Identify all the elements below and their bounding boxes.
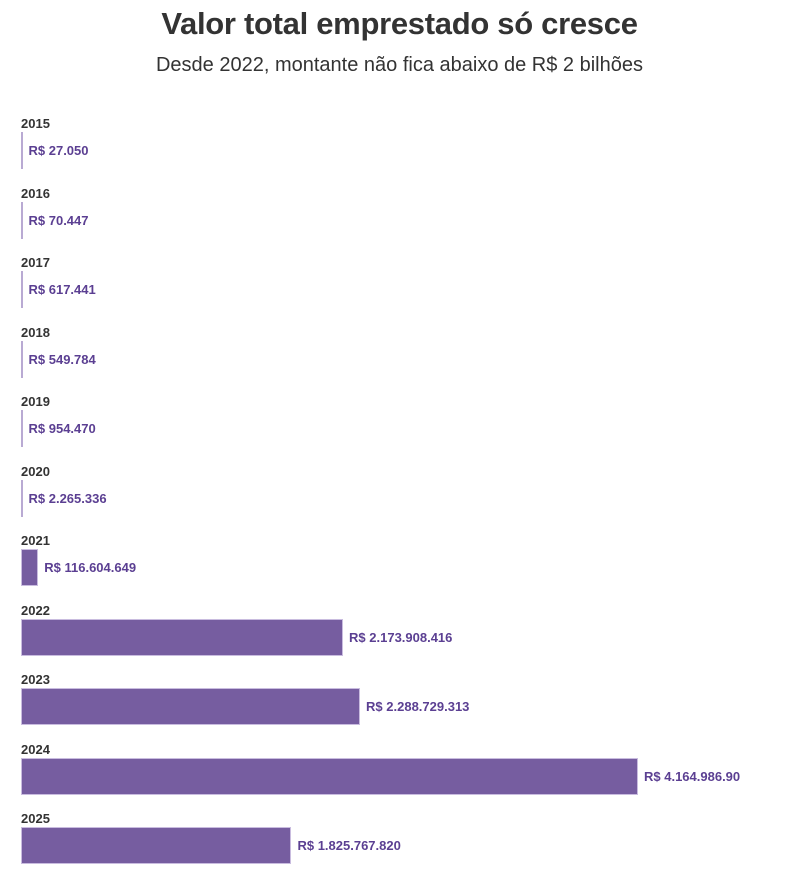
- year-label: 2019: [21, 394, 50, 409]
- value-label: R$ 2.288.729.313: [366, 699, 470, 714]
- year-label: 2016: [21, 185, 50, 201]
- year-label: 2020: [21, 463, 50, 479]
- value-label: R$ 549.784: [28, 351, 96, 367]
- bar-2021: [21, 549, 39, 586]
- value-label: R$ 70.447: [28, 212, 89, 228]
- value-label: R$ 27.050: [28, 143, 89, 158]
- year-label: 2021: [21, 533, 50, 548]
- year-label: 2024: [21, 741, 50, 757]
- year-label: 2018: [21, 324, 50, 340]
- year-label: 2025: [21, 811, 50, 826]
- bar-2015: [21, 132, 23, 169]
- bar-2024: [21, 757, 638, 795]
- value-label: R$ 4.164.986.90: [644, 768, 741, 784]
- value-label: R$ 2.265.336: [28, 490, 107, 506]
- bar-2016: [21, 201, 23, 239]
- value-label: R$ 954.470: [28, 421, 96, 436]
- chart-subtitle: Desde 2022, montante não fica abaixo de …: [155, 54, 643, 76]
- year-label: 2017: [21, 255, 50, 270]
- bar-2022: [21, 618, 344, 656]
- value-label: R$ 617.441: [28, 282, 96, 297]
- bar-2019: [21, 410, 23, 447]
- value-label: R$ 1.825.767.820: [297, 838, 401, 853]
- value-label: R$ 116.604.649: [44, 560, 137, 575]
- bar-2025: [21, 827, 292, 864]
- bar-2020: [21, 479, 23, 517]
- bar-2017: [21, 271, 23, 308]
- chart-title: Valor total emprestado só cresce: [161, 6, 638, 41]
- bar-2018: [21, 340, 23, 378]
- bar-chart: 2015 R$ 27.050 2016 R$ 70.447 2017 R$ 617.441…: [0, 110, 799, 890]
- year-label: 2015: [21, 116, 50, 131]
- year-label: 2022: [21, 602, 50, 618]
- value-label: R$ 2.173.908.416: [349, 629, 453, 645]
- year-label: 2023: [21, 672, 50, 687]
- bar-2023: [21, 688, 361, 725]
